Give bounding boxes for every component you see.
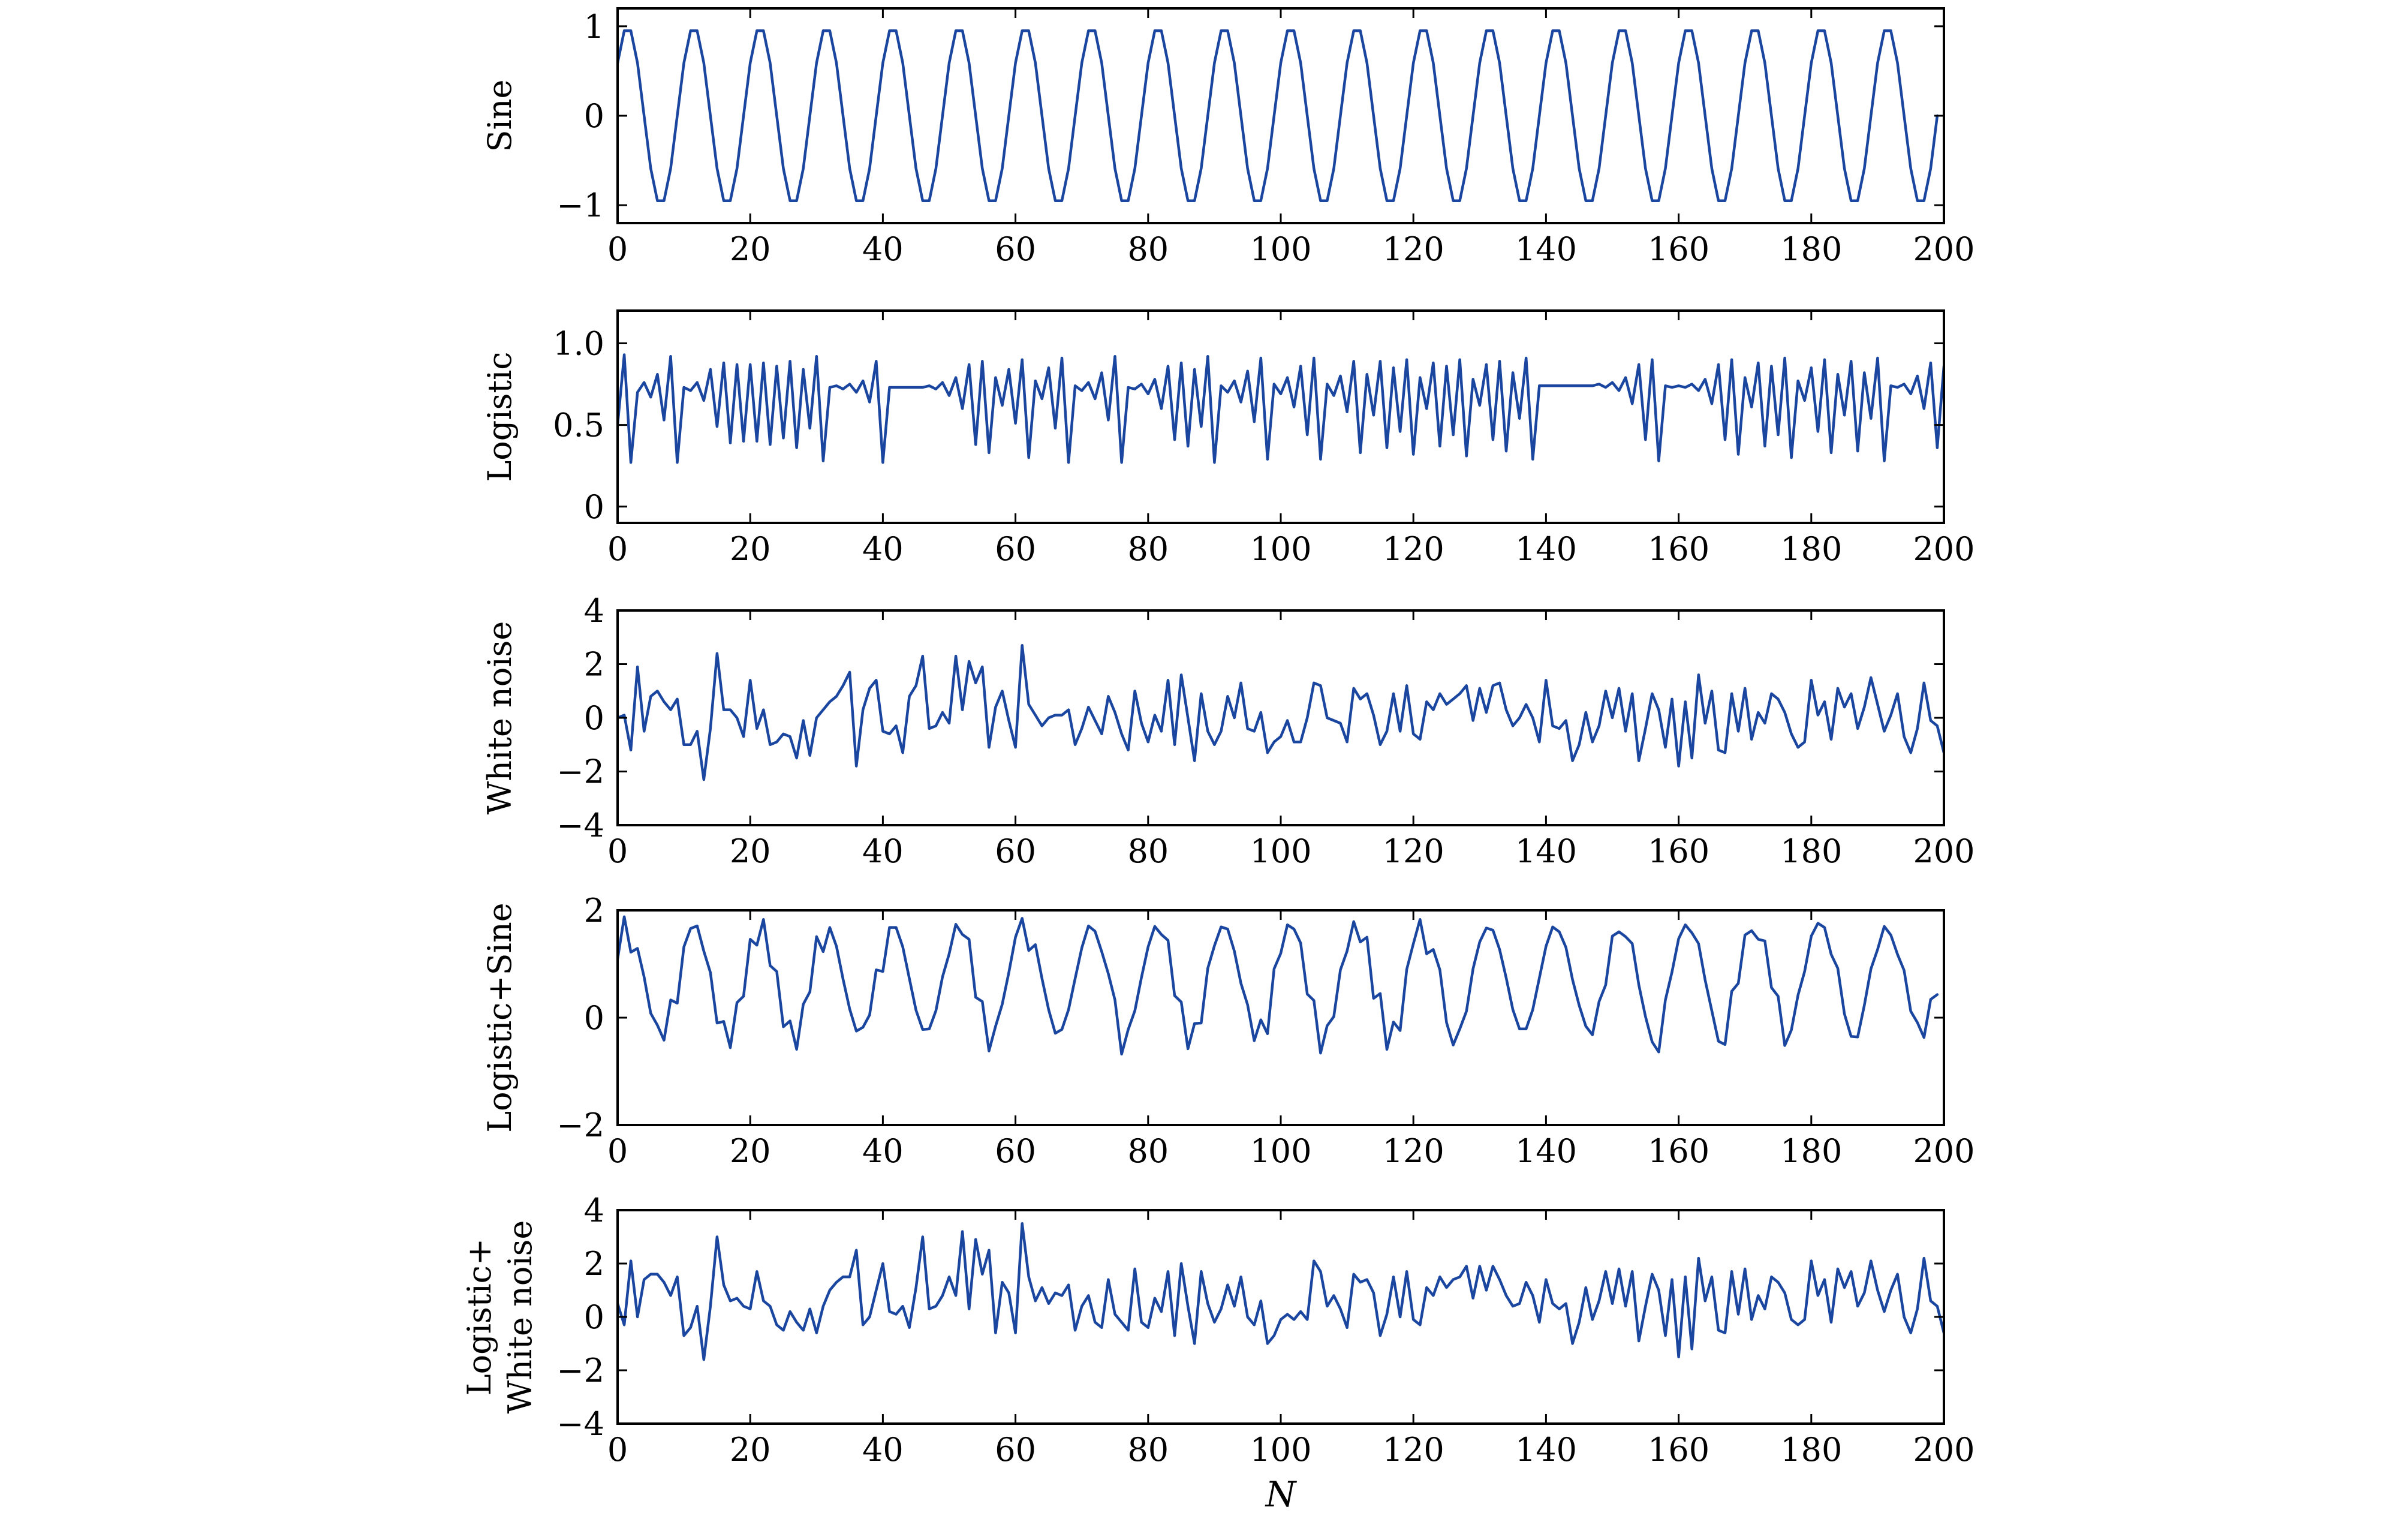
x-axis-label: N bbox=[1265, 1474, 1298, 1515]
y-axis-label: White noise bbox=[501, 1220, 539, 1414]
x-tick-label: 60 bbox=[995, 530, 1036, 568]
series-line bbox=[618, 1222, 1944, 1361]
x-tick-label: 180 bbox=[1780, 1132, 1842, 1170]
y-tick-label: 0 bbox=[584, 999, 604, 1037]
x-tick-label: 120 bbox=[1383, 1431, 1444, 1469]
x-tick-label: 120 bbox=[1383, 1132, 1444, 1170]
x-tick-label: 0 bbox=[607, 530, 628, 568]
y-tick-label: 0 bbox=[584, 97, 604, 135]
x-tick-label: 20 bbox=[730, 230, 771, 268]
x-tick-label: 140 bbox=[1515, 530, 1577, 568]
x-tick-label: 20 bbox=[730, 530, 771, 568]
x-tick-label: 0 bbox=[607, 1431, 628, 1469]
x-tick-label: 40 bbox=[862, 1431, 904, 1469]
x-tick-label: 0 bbox=[607, 1132, 628, 1170]
y-tick-label: −4 bbox=[556, 1405, 604, 1443]
series-line bbox=[618, 915, 1939, 1056]
series-line bbox=[618, 353, 1944, 464]
x-tick-label: 80 bbox=[1127, 1132, 1169, 1170]
y-tick-label: −1 bbox=[556, 187, 604, 224]
panel-2: 0 20 40 60 80 100 120 140 160 180 200 0 0.5 1.0 Logist… bbox=[481, 309, 1975, 568]
y-tick-label: 2 bbox=[584, 1245, 604, 1283]
x-tick-label: 200 bbox=[1913, 530, 1974, 568]
y-tick-label: −2 bbox=[556, 753, 604, 791]
y-tick-label: 1 bbox=[584, 8, 604, 46]
y-tick-label: 0 bbox=[584, 699, 604, 737]
x-tick-label: 100 bbox=[1250, 230, 1311, 268]
x-tick-label: 120 bbox=[1383, 832, 1444, 870]
y-tick-label: 2 bbox=[584, 646, 604, 684]
x-tick-label: 60 bbox=[995, 230, 1036, 268]
panel-5: 0 20 40 60 80 100 120 140 160 180 200 −4 −2 0 2 4 Logist… bbox=[460, 1192, 1975, 1515]
x-tick-label: 160 bbox=[1648, 530, 1709, 568]
x-tick-label: 200 bbox=[1913, 1431, 1974, 1469]
x-tick-label: 140 bbox=[1515, 832, 1577, 870]
x-tick-label: 140 bbox=[1515, 1431, 1577, 1469]
x-tick-label: 80 bbox=[1127, 1431, 1169, 1469]
x-tick-label: 100 bbox=[1250, 1132, 1311, 1170]
panel-3: 0 20 40 60 80 100 120 140 160 180 200 −4 −2 0 2 4 White … bbox=[481, 592, 1975, 870]
x-tick-label: 60 bbox=[995, 1132, 1036, 1170]
y-axis-label: Sine bbox=[481, 80, 519, 152]
y-tick-label: 0.5 bbox=[553, 407, 604, 444]
x-tick-label: 100 bbox=[1250, 832, 1311, 870]
x-tick-label: 40 bbox=[862, 530, 904, 568]
x-tick-label: 40 bbox=[862, 832, 904, 870]
x-tick-label: 160 bbox=[1648, 1431, 1709, 1469]
y-tick-label: −2 bbox=[556, 1352, 604, 1389]
x-tick-label: 0 bbox=[607, 230, 628, 268]
x-tick-label: 80 bbox=[1127, 530, 1169, 568]
x-tick-label: 180 bbox=[1780, 530, 1842, 568]
y-axis-label: White noise bbox=[481, 621, 519, 815]
x-tick-label: 180 bbox=[1780, 832, 1842, 870]
y-tick-label: 4 bbox=[584, 1192, 604, 1229]
x-tick-label: 100 bbox=[1250, 1431, 1311, 1469]
y-tick-label: 2 bbox=[584, 892, 604, 930]
x-tick-label: 100 bbox=[1250, 530, 1311, 568]
y-axis-label: Logistic bbox=[481, 351, 519, 482]
x-tick-label: 160 bbox=[1648, 1132, 1709, 1170]
y-tick-label: 0 bbox=[584, 1298, 604, 1336]
x-tick-label: 180 bbox=[1780, 1431, 1842, 1469]
panel-4: 0 20 40 60 80 100 120 140 160 180 200−202Logistic+… bbox=[481, 892, 1975, 1170]
x-tick-label: 60 bbox=[995, 1431, 1036, 1469]
x-tick-label: 140 bbox=[1515, 1132, 1577, 1170]
x-tick-label: 160 bbox=[1648, 230, 1709, 268]
x-tick-label: 40 bbox=[862, 1132, 904, 1170]
x-tick-label: 20 bbox=[730, 1132, 771, 1170]
x-tick-label: 140 bbox=[1515, 230, 1577, 268]
x-tick-label: 20 bbox=[730, 832, 771, 870]
x-tick-label: 120 bbox=[1383, 230, 1444, 268]
x-tick-label: 20 bbox=[730, 1431, 771, 1469]
y-tick-label: 4 bbox=[584, 592, 604, 630]
x-tick-label: 80 bbox=[1127, 832, 1169, 870]
y-tick-label: 0 bbox=[584, 488, 604, 526]
x-tick-label: 120 bbox=[1383, 530, 1444, 568]
y-axis-label: Logistic+ bbox=[460, 1238, 498, 1395]
y-tick-label: −2 bbox=[556, 1106, 604, 1144]
y-tick-label: −4 bbox=[556, 807, 604, 844]
x-tick-label: 0 bbox=[607, 832, 628, 870]
x-tick-label: 160 bbox=[1648, 832, 1709, 870]
x-tick-label: 40 bbox=[862, 230, 904, 268]
series-line bbox=[618, 29, 1939, 202]
x-tick-label: 180 bbox=[1780, 230, 1842, 268]
series-line bbox=[618, 643, 1944, 781]
y-axis-label: Logistic+Sine bbox=[481, 903, 519, 1132]
x-tick-label: 200 bbox=[1913, 832, 1974, 870]
y-tick-label: 1.0 bbox=[553, 324, 604, 362]
x-tick-label: 200 bbox=[1913, 1132, 1974, 1170]
x-tick-label: 80 bbox=[1127, 230, 1169, 268]
x-tick-label: 200 bbox=[1913, 230, 1974, 268]
x-tick-label: 60 bbox=[995, 832, 1036, 870]
